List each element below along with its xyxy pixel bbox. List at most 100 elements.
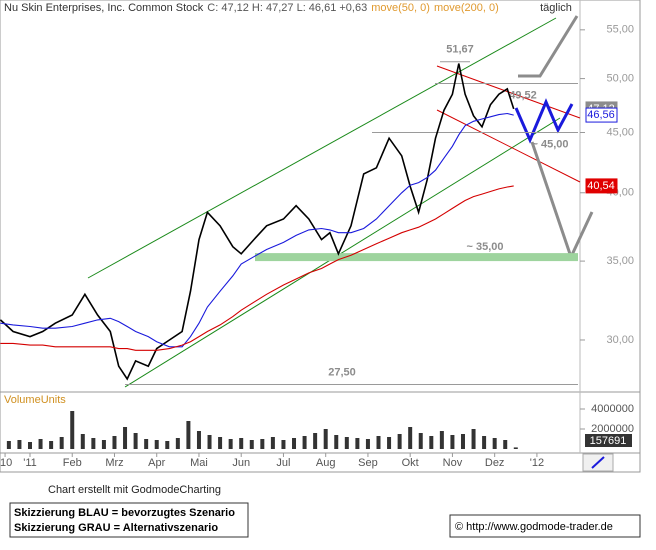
volume-bar xyxy=(450,435,455,449)
volume-bar xyxy=(175,438,180,449)
y-tick-label: 35,00 xyxy=(606,255,634,267)
scenario-blue xyxy=(514,98,574,144)
volume-bar xyxy=(323,429,328,449)
volume-bar xyxy=(49,441,54,449)
volume-bar xyxy=(239,438,244,449)
x-tick-label: Sep xyxy=(358,457,378,469)
volume-bar xyxy=(408,427,413,449)
volume-bar xyxy=(344,437,349,449)
quote: C: 47,12 H: 47,27 L: 46,61 +0,63 xyxy=(207,2,367,14)
y-tick-label: 45,00 xyxy=(606,126,634,138)
volume-bar xyxy=(281,440,286,449)
volume-bar xyxy=(302,436,307,449)
volume-bar xyxy=(154,440,159,449)
volume-bar xyxy=(418,433,423,449)
price-tag xyxy=(585,178,618,194)
volume-bar xyxy=(270,437,275,449)
volume-bar xyxy=(292,438,297,449)
trend-channel xyxy=(124,117,561,388)
volume-bar xyxy=(38,439,43,449)
y-tick-label: 55,00 xyxy=(606,24,634,36)
trend-channel xyxy=(87,17,557,279)
volume-bar xyxy=(165,441,170,449)
level-label: 27,50 xyxy=(328,366,356,378)
level-label: ~ 35,00 xyxy=(466,241,503,253)
volume-bar xyxy=(17,440,22,449)
volume-bar xyxy=(439,431,444,449)
x-tick-label: '12 xyxy=(530,457,544,469)
volume-bar xyxy=(471,429,476,449)
y-tick-label: 50,00 xyxy=(606,72,634,84)
x-tick-label: '11 xyxy=(23,457,37,469)
volume-bar xyxy=(228,439,233,449)
y-tick-label: 2000000 xyxy=(591,423,634,435)
x-tick-label: Nov xyxy=(443,457,463,469)
price-line xyxy=(0,63,515,381)
legend-box xyxy=(9,502,249,538)
x-tick-label: Okt xyxy=(402,457,419,469)
volume-bar xyxy=(112,436,117,449)
x-tick-label: Dez xyxy=(485,457,505,469)
legend-blue: Skizzierung BLAU = bevorzugtes Szenario xyxy=(14,507,235,519)
volume-bar xyxy=(460,434,465,449)
volume-bar xyxy=(207,435,212,449)
volume-bar xyxy=(513,447,518,449)
support-zone xyxy=(255,253,578,262)
volume-bar xyxy=(397,434,402,449)
volume-bar xyxy=(218,437,223,449)
volume-bar xyxy=(503,440,508,449)
copyright: © http://www.godmode-trader.de xyxy=(455,521,613,533)
scenario-gray xyxy=(518,15,579,78)
volume-bar xyxy=(429,436,434,449)
price-tag xyxy=(585,107,618,123)
x-tick-label: Aug xyxy=(316,457,336,469)
volume-bar xyxy=(91,438,96,449)
title: Nu Skin Enterprises, Inc. Common Stock xyxy=(4,2,204,14)
volume-bar xyxy=(355,438,360,449)
y-tick-label: 30,00 xyxy=(606,334,634,346)
legend-entry: move(50, 0) xyxy=(371,2,430,14)
moving-average xyxy=(0,185,514,351)
x-tick-label: Apr xyxy=(148,457,165,469)
x-tick-label: Feb xyxy=(63,457,82,469)
x-tick-label: '10 xyxy=(0,457,12,469)
volume-bar xyxy=(27,442,32,449)
volume-bar xyxy=(334,435,339,449)
level-label: 51,67 xyxy=(446,44,474,56)
level-label: 49,52 xyxy=(509,89,537,101)
volume-bar xyxy=(387,437,392,449)
volume-bar xyxy=(144,439,149,449)
x-tick-label: Mrz xyxy=(105,457,123,469)
credit: Chart erstellt mit GodmodeCharting xyxy=(48,484,221,496)
x-tick-label: Mai xyxy=(190,457,208,469)
tool-icon xyxy=(591,456,605,469)
volume-bar xyxy=(249,440,254,449)
volume-bar xyxy=(260,439,265,449)
period-label: täglich xyxy=(540,2,572,14)
x-tick-label: Jul xyxy=(276,457,290,469)
volume-bar xyxy=(133,433,138,449)
y-tick-label: 4000000 xyxy=(591,403,634,415)
price-tag-label: 40,54 xyxy=(587,180,615,192)
price-tag-label: 46,56 xyxy=(587,109,615,121)
volume-bar xyxy=(313,433,318,449)
volume-bar xyxy=(80,434,85,449)
volume-bar xyxy=(482,436,487,449)
volume-bar xyxy=(101,440,106,449)
volume-bar xyxy=(196,431,201,449)
header: Nu Skin Enterprises, Inc. Common Stock C:… xyxy=(4,2,499,14)
x-tick-label: Jun xyxy=(232,457,250,469)
trend-channel xyxy=(436,109,581,183)
moving-average xyxy=(0,112,514,348)
volume-tag-label: 157691 xyxy=(590,435,627,447)
volume-bar xyxy=(492,438,497,449)
volume-bar xyxy=(186,421,191,449)
volume-tag xyxy=(585,434,632,447)
volume-bar xyxy=(376,436,381,449)
copyright-box xyxy=(449,514,641,538)
volume-bar xyxy=(59,437,64,449)
legend-gray: Skizzierung GRAU = Alternativszenario xyxy=(14,522,218,534)
legend-entry: move(200, 0) xyxy=(434,2,499,14)
